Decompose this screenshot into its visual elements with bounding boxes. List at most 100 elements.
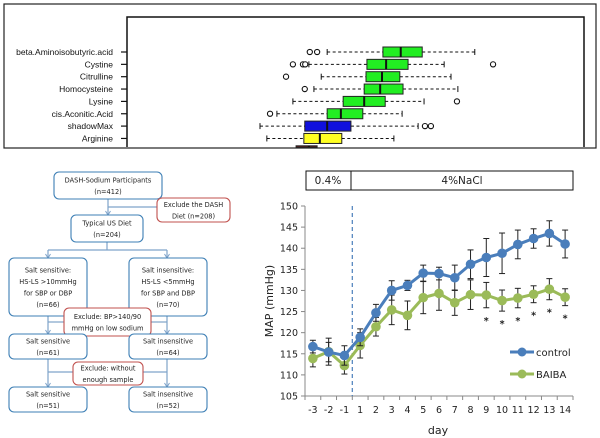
data-point <box>465 289 476 300</box>
box <box>382 46 423 58</box>
box <box>326 108 364 120</box>
y-tick-label: 150 <box>280 202 298 213</box>
data-point <box>386 285 397 296</box>
box <box>363 83 404 95</box>
flow-box-text: (n=70) <box>156 301 179 309</box>
series-control <box>308 220 570 366</box>
data-point <box>371 321 381 332</box>
flow-box-text: (n=412) <box>94 188 121 196</box>
flow-node-excl3: Exclude: without enough sample <box>72 361 144 386</box>
exclusion-box <box>156 197 231 223</box>
flow-box-text: HS-LS <5mmHg <box>141 278 194 286</box>
x-tick-label: -2 <box>324 405 333 416</box>
y-tick-label: Homocysteine <box>59 84 113 94</box>
significance-marker: * <box>500 319 505 330</box>
flow-box <box>8 386 88 413</box>
x-tick-label: 14 <box>559 405 571 416</box>
data-point <box>339 350 350 361</box>
series-baiba <box>308 276 570 375</box>
x-tick-label: -3 <box>308 405 317 416</box>
y-tick-label: 105 <box>280 392 298 403</box>
outlier-point <box>489 61 497 68</box>
y-tick-label: Cystine <box>85 59 114 69</box>
phase-label-high-salt: 4%NaCl <box>441 175 482 187</box>
data-point <box>497 248 507 259</box>
flow-node-ss1: Salt sensitive: HS-LS >10mmHg for SBP or D… <box>8 257 88 317</box>
flow-box-text: (n=64) <box>156 349 179 357</box>
data-point <box>323 347 334 357</box>
boxplot-axis-frame <box>126 16 585 147</box>
outlier-point <box>306 48 313 56</box>
data-point <box>560 292 570 303</box>
data-point <box>434 268 444 279</box>
data-point <box>386 305 397 315</box>
outlier-point <box>301 85 308 93</box>
x-tick-label: 11 <box>512 405 524 416</box>
flow-box-text: Salt insensitive <box>143 390 193 398</box>
flow-box-text: (n=204) <box>93 231 120 239</box>
outlier-point <box>302 61 309 68</box>
flow-box-text: for SBP or DBP <box>24 289 72 297</box>
flow-box <box>70 214 144 243</box>
flow-box <box>128 257 208 317</box>
boxplot-row: Cystine <box>85 58 497 70</box>
flow-box-text: enough sample <box>83 376 134 384</box>
y-tick-label: Arginine <box>82 133 113 143</box>
legend-label: control <box>536 348 571 359</box>
outlier-point <box>289 61 297 68</box>
box <box>366 58 409 70</box>
data-point <box>528 289 539 300</box>
x-tick-label: 12 <box>528 405 540 416</box>
flow-box-text: Salt insensitive: <box>142 266 194 274</box>
phase-label-low-salt: 0.4% <box>315 175 342 187</box>
flow-box-text: DASH-Sodium Participants <box>65 176 152 184</box>
x-tick-label: 2 <box>373 405 379 416</box>
boxplot-row: Citrulline <box>80 71 452 83</box>
x-tick-label: 7 <box>452 405 458 416</box>
y-tick-label: 145 <box>280 223 298 234</box>
box <box>295 145 318 148</box>
outlier-point <box>421 122 429 130</box>
x-axis-title: day <box>428 424 449 437</box>
x-tick-label: 10 <box>496 405 508 416</box>
flow-box-text: Salt sensitive <box>26 337 70 345</box>
data-point <box>481 252 492 263</box>
box <box>303 132 343 144</box>
significance-marker: * <box>547 308 552 319</box>
flow-node-excl1: Exclude the DASH Diet (n=208) <box>156 197 231 223</box>
significance-marker: * <box>563 314 568 325</box>
flow-box <box>128 333 208 360</box>
legend-item-control: control <box>510 347 571 359</box>
boxplot-row: Homocysteine <box>59 83 459 95</box>
data-point <box>402 280 413 291</box>
flow-box-text: (n=51) <box>36 402 59 410</box>
flow-box <box>53 171 163 200</box>
flow-box <box>8 257 88 317</box>
flow-node-ss3: Salt sensitive (n=51) <box>8 386 88 413</box>
data-point <box>497 295 507 306</box>
significance-marker: * <box>484 316 489 327</box>
data-point <box>513 239 523 250</box>
flow-box-text: HS-LS >10mmHg <box>19 278 76 286</box>
boxplot-row <box>295 145 318 148</box>
data-point <box>449 272 460 283</box>
exclusion-box <box>63 307 152 337</box>
flow-node-si1: Salt insensitive: HS-LS <5mmHg for SBP and… <box>128 257 208 317</box>
y-tick-label: 135 <box>280 265 298 276</box>
x-tick-label: 3 <box>389 405 395 416</box>
flow-node-typical: Typical US Diet (n=204) <box>70 214 144 243</box>
flow-node-si3: Salt insensitive (n=52) <box>128 386 208 413</box>
flow-box-text: (n=61) <box>36 349 59 357</box>
y-tick-label: beta.Aminoisobutyric.acid <box>16 47 113 57</box>
flow-box-text: (n=52) <box>156 402 179 410</box>
data-point <box>544 284 555 294</box>
y-tick-label: 110 <box>280 370 298 381</box>
data-point <box>481 290 492 300</box>
outlier-point <box>266 110 274 117</box>
flow-box-text: for SBP and DBP <box>141 289 195 297</box>
y-axis-title: MAP (mmHg) <box>263 265 276 337</box>
data-point <box>308 353 318 364</box>
y-tick-label: Lysine <box>89 96 114 106</box>
data-point <box>513 293 523 303</box>
